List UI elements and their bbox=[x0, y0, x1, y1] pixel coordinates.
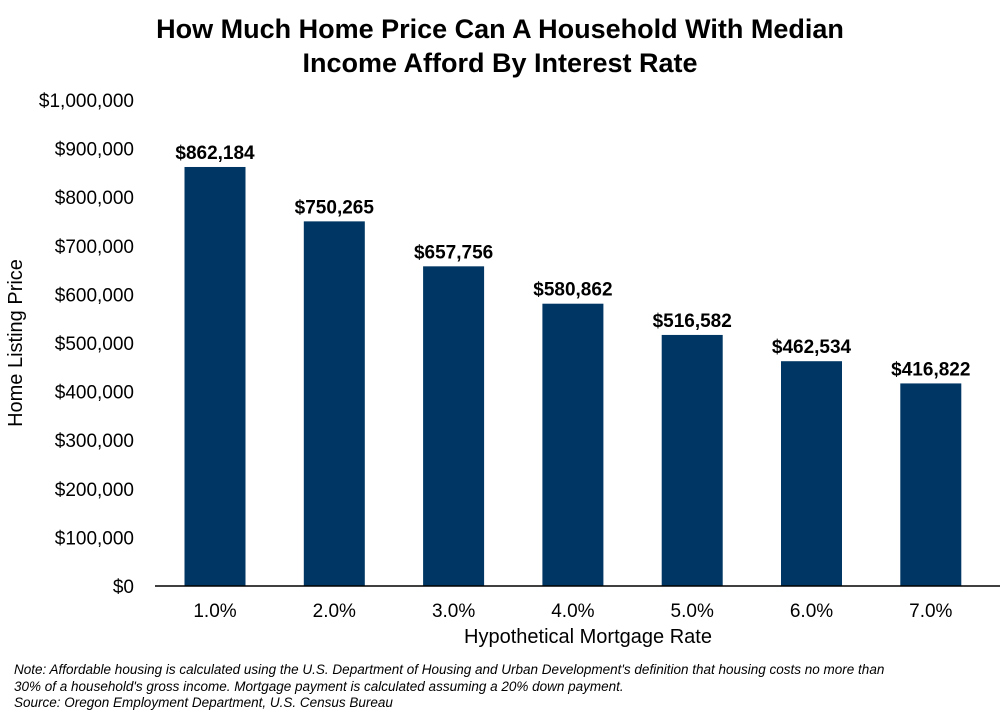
bar-2-0pct bbox=[303, 221, 365, 586]
bar-5-0pct bbox=[661, 334, 723, 586]
y-tick-label: $1,000,000 bbox=[39, 91, 134, 112]
bar-value-label: $416,822 bbox=[891, 359, 970, 380]
y-axis-title: Home Listing Price bbox=[5, 259, 27, 427]
chart-title: How Much Home Price Can A Household With… bbox=[0, 12, 1000, 80]
source-line: Source: Oregon Employment Department, U.… bbox=[14, 695, 393, 710]
bar-7-0pct bbox=[900, 383, 962, 586]
y-tick-label: $100,000 bbox=[55, 528, 134, 549]
x-tick-label: 3.0% bbox=[432, 601, 475, 622]
bar-value-label: $462,534 bbox=[772, 337, 852, 358]
y-tick-label: $0 bbox=[113, 577, 134, 598]
y-tick-label: $900,000 bbox=[55, 140, 134, 161]
bar-4-0pct bbox=[542, 303, 604, 586]
chart-title-line-1: How Much Home Price Can A Household With… bbox=[156, 14, 844, 44]
x-tick-label: 5.0% bbox=[671, 601, 714, 622]
y-tick-label: $200,000 bbox=[55, 480, 134, 501]
x-axis-title: Hypothetical Mortgage Rate bbox=[464, 626, 712, 648]
x-tick-label: 4.0% bbox=[551, 601, 594, 622]
x-tick-label: 7.0% bbox=[909, 601, 952, 622]
y-tick-label: $800,000 bbox=[55, 188, 134, 209]
note-line-1: Note: Affordable housing is calculated u… bbox=[14, 662, 885, 677]
x-tick-label: 6.0% bbox=[790, 601, 833, 622]
y-tick-label: $300,000 bbox=[55, 431, 134, 452]
y-axis-ticks: $0 $100,000 $200,000 $300,000 $400,000 $500,0… bbox=[39, 91, 134, 598]
bar-1-0pct bbox=[184, 166, 246, 586]
y-tick-label: $700,000 bbox=[55, 237, 134, 258]
y-tick-label: $500,000 bbox=[55, 334, 134, 355]
note-line-2: 30% of a household's gross income. Mortg… bbox=[14, 678, 624, 694]
bars bbox=[184, 166, 962, 586]
bar-value-label: $750,265 bbox=[295, 197, 375, 218]
y-tick-label: $600,000 bbox=[55, 285, 134, 306]
bar-value-label: $516,582 bbox=[653, 311, 732, 332]
chart-title-line-2: Income Afford By Interest Rate bbox=[302, 48, 698, 78]
bar-3-0pct bbox=[423, 266, 485, 586]
bar-value-label: $862,184 bbox=[175, 143, 255, 164]
bar-value-labels: $862,184 $750,265 $657,756 $580,862 $516,582… bbox=[175, 143, 970, 380]
bar-value-label: $580,862 bbox=[533, 280, 612, 301]
x-tick-label: 2.0% bbox=[313, 601, 356, 622]
x-tick-label: 1.0% bbox=[193, 601, 236, 622]
bar-value-label: $657,756 bbox=[414, 242, 493, 263]
x-axis-ticks: 1.0% 2.0% 3.0% 4.0% 5.0% 6.0% 7.0% bbox=[193, 601, 952, 622]
y-tick-label: $400,000 bbox=[55, 383, 134, 404]
chart-notes: Note: Affordable housing is calculated u… bbox=[14, 662, 989, 712]
bar-6-0pct bbox=[781, 361, 842, 586]
